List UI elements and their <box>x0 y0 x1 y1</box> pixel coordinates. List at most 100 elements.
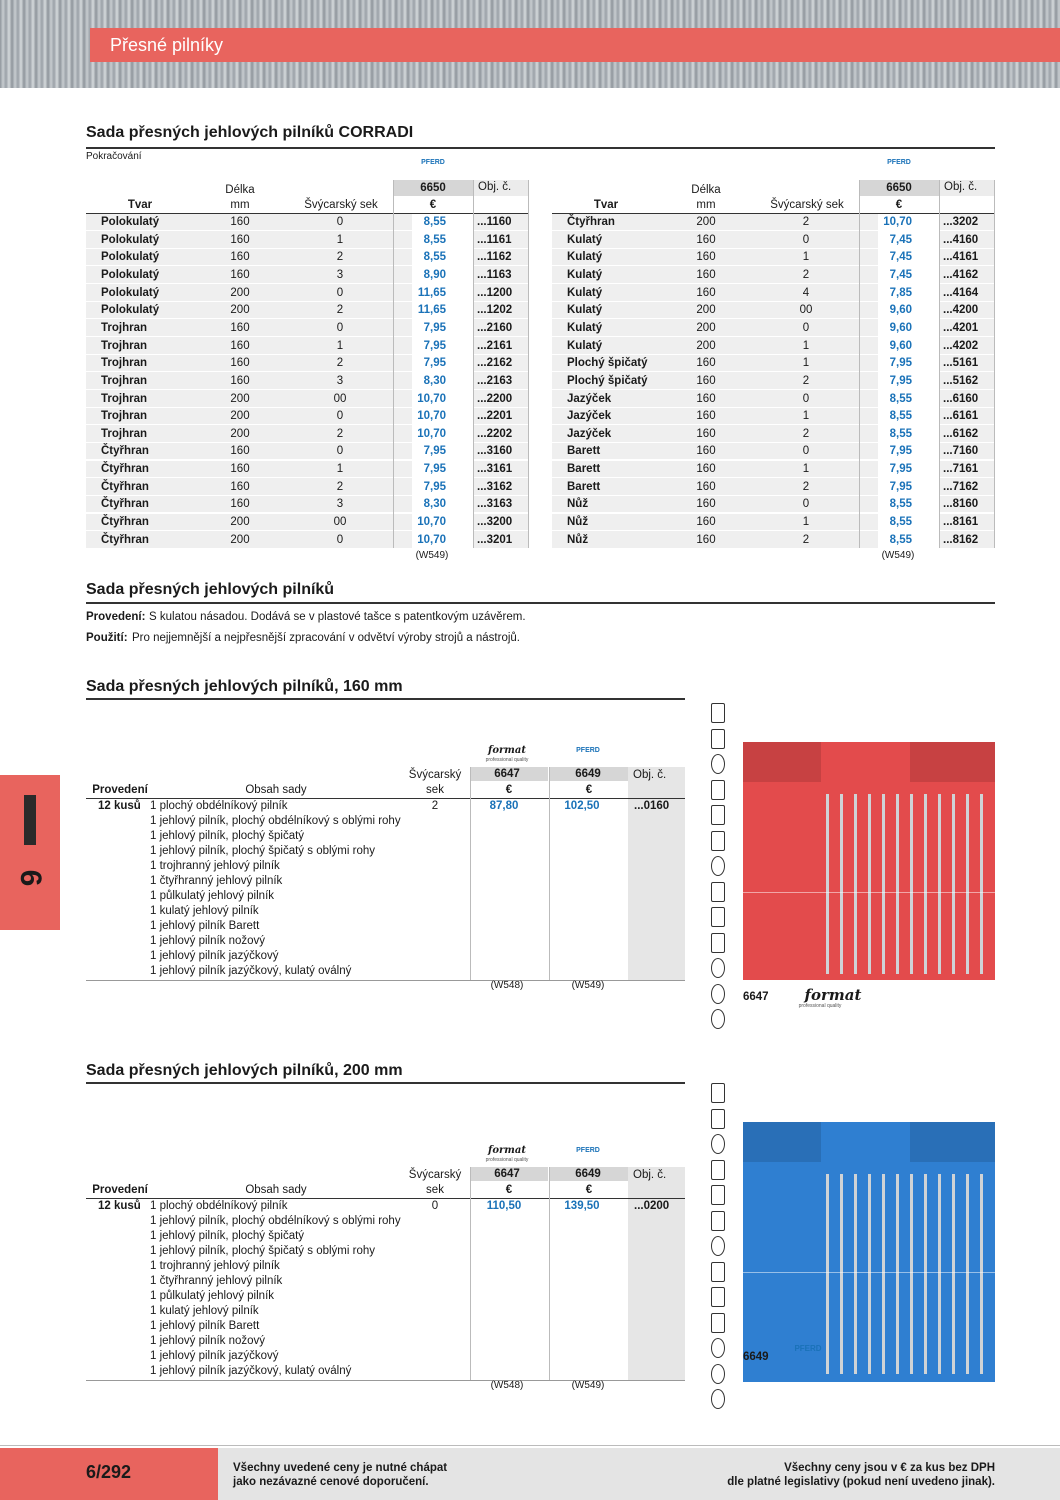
content-item: 1 trojhranný jehlový pilník <box>150 860 280 872</box>
cut: 2 <box>802 374 810 387</box>
price: 7,95 <box>889 445 912 458</box>
length: 200 <box>230 392 250 405</box>
price-cell <box>878 390 939 407</box>
price-cell <box>878 337 939 354</box>
brand-logo: PFERD <box>576 747 600 754</box>
shape: Jazýček <box>567 392 612 405</box>
section-title: Sada přesných jehlových pilníků, 200 mm <box>86 1062 403 1079</box>
price: 102,50 <box>564 800 600 812</box>
length: 160 <box>230 321 250 334</box>
brand-logo: format <box>488 745 526 756</box>
caption-tagline: professional quality <box>798 1003 842 1009</box>
content-item: 1 jehlový pilník, plochý špičatý <box>150 1230 305 1242</box>
shape: Kulatý <box>567 304 603 317</box>
file <box>938 794 941 974</box>
shape: Polokulatý <box>101 251 160 264</box>
length: 160 <box>230 498 250 511</box>
rule <box>86 147 995 149</box>
file <box>952 794 955 974</box>
price-cell <box>878 495 939 513</box>
order-number: ...8161 <box>943 516 979 529</box>
length: 160 <box>696 463 716 476</box>
length: 160 <box>696 445 716 458</box>
price-cell <box>878 284 939 301</box>
order-column <box>628 1167 685 1380</box>
column-header: Tvar <box>127 199 153 211</box>
cut: 3 <box>336 268 344 281</box>
shape: Čtyřhran <box>101 498 149 511</box>
order-number: ...8162 <box>943 533 979 546</box>
file <box>868 794 871 974</box>
price-cell <box>412 460 473 478</box>
content-item: 1 kulatý jehlový pilník <box>150 905 259 917</box>
divider <box>470 1167 471 1380</box>
length: 160 <box>230 357 250 370</box>
content-item: 1 plochý obdélníkový pilník <box>150 800 288 812</box>
cut: 1 <box>802 357 810 370</box>
column-header: Švýcarský <box>408 769 462 781</box>
price: 10,70 <box>417 533 446 546</box>
side-tab-icon <box>24 795 36 845</box>
order-number: ...6162 <box>943 427 979 440</box>
divider <box>528 180 529 548</box>
column-header: 6650 <box>420 182 446 194</box>
content-item: 1 čtyřhranný jehlový pilník <box>150 875 283 887</box>
footer-note: dle platné legislativy (pokud není uvede… <box>727 1476 995 1488</box>
length: 160 <box>696 516 716 529</box>
file <box>854 794 857 974</box>
content-item: 1 jehlový pilník nožový <box>150 1335 266 1347</box>
content-item: 1 plochý obdélníkový pilník <box>150 1200 288 1212</box>
column-header: € <box>505 1184 513 1196</box>
pocket <box>910 742 995 782</box>
footnote: (W549) <box>881 550 915 561</box>
column-header: Švýcarský sek <box>304 199 378 211</box>
file <box>952 1174 955 1374</box>
price-cell <box>878 213 939 230</box>
price: 8,55 <box>423 233 446 246</box>
shape: Polokulatý <box>101 216 160 228</box>
shape: Jazýček <box>567 410 612 423</box>
column-header: Tvar <box>593 199 619 211</box>
divider <box>549 767 550 980</box>
cut: 4 <box>802 286 810 299</box>
divider <box>939 180 940 548</box>
side-tab-label: 6 <box>14 869 47 887</box>
cut: 3 <box>336 374 344 387</box>
price-cell <box>412 301 473 319</box>
file <box>924 1174 927 1374</box>
order-number: ...7162 <box>943 480 979 493</box>
cut: 1 <box>802 251 810 264</box>
divider <box>859 180 860 548</box>
length: 200 <box>696 321 716 334</box>
order-number: ...1160 <box>477 216 512 228</box>
cut: 2 <box>336 427 344 440</box>
order-number: ...4164 <box>943 286 979 299</box>
length: 200 <box>230 533 250 546</box>
header-cell <box>939 180 994 196</box>
pocket <box>743 1122 821 1162</box>
length: 160 <box>696 480 716 493</box>
order-number: ...2200 <box>477 392 513 405</box>
profile-icon <box>711 779 725 800</box>
price: 8,55 <box>889 533 912 546</box>
price-cell <box>878 442 939 460</box>
cut: 0 <box>336 321 344 334</box>
content-item: 1 jehlový pilník jazýčkový <box>150 950 279 962</box>
shape: Trojhran <box>101 357 148 370</box>
content-item: 1 jehlový pilník, plochý špičatý s oblým… <box>150 845 375 857</box>
price-cell <box>412 319 473 336</box>
cut: 0 <box>802 445 810 458</box>
shape: Trojhran <box>101 427 148 440</box>
cut: 1 <box>802 463 810 476</box>
cut: 2 <box>336 480 344 493</box>
column-header: € <box>505 784 513 796</box>
order-number: ...6161 <box>943 410 979 423</box>
price: 8,55 <box>423 251 446 264</box>
price: 87,80 <box>489 800 519 812</box>
footnote: (W548) <box>490 980 524 991</box>
price-cell <box>412 425 473 442</box>
file <box>840 1174 843 1374</box>
price: 7,95 <box>889 480 912 493</box>
order-number: ...2163 <box>477 374 513 387</box>
